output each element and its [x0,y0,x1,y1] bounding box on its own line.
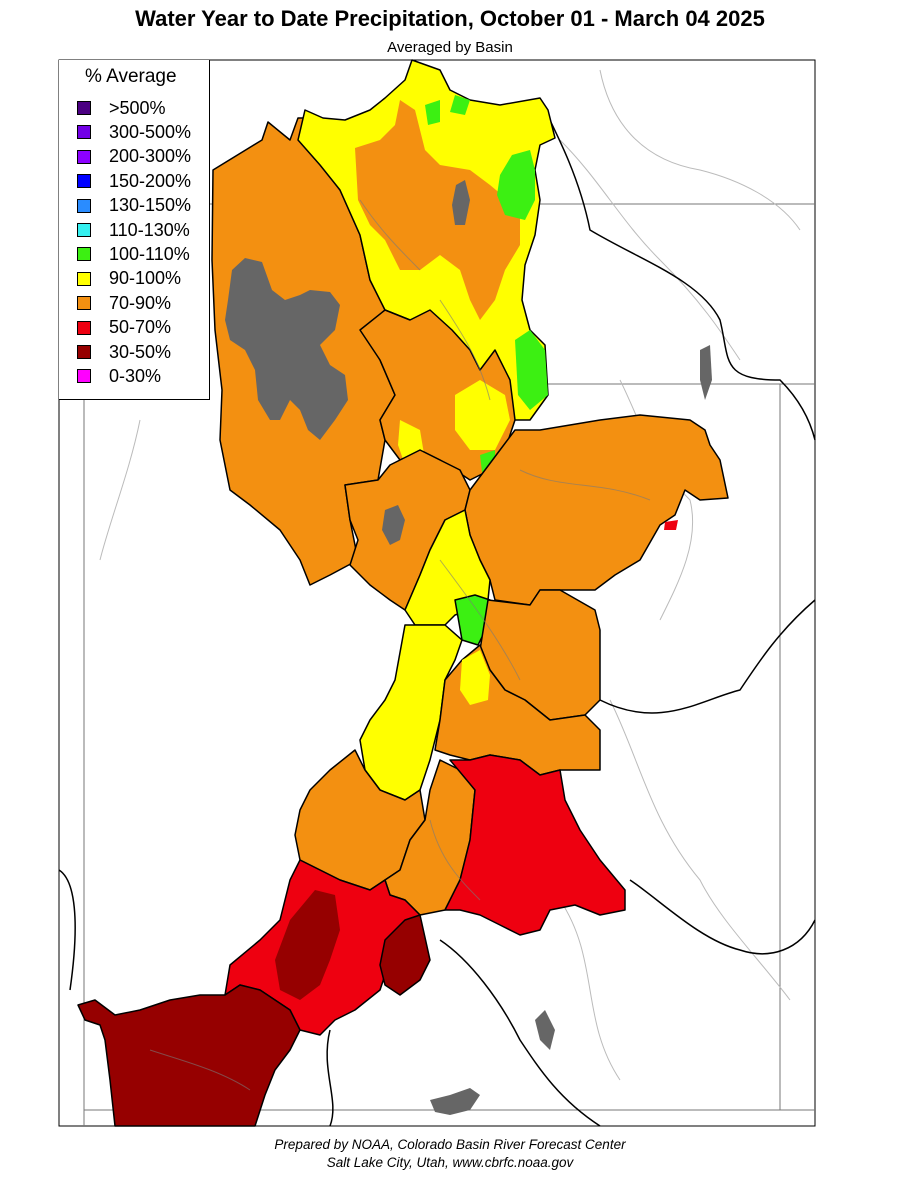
river-line [429,819,481,901]
legend-label: 130-150% [109,195,192,216]
legend-swatch [77,345,91,359]
legend-swatch [77,223,91,237]
basin-green-patch-east [515,330,548,410]
legend-label: 0-30% [109,365,162,386]
basin-green-patch-ne [497,150,535,220]
river-line [519,469,651,501]
legend-label: 90-100% [109,268,182,289]
river-line [609,699,791,1001]
credit-line-1: Prepared by NOAA, Colorado Basin River F… [274,1137,626,1152]
river-line [559,899,621,1081]
great-salt-lake [225,258,348,440]
basin-duchesne [464,414,729,606]
legend-item: 70-90% [77,293,171,313]
legend-swatch [77,101,91,115]
river-line [149,1049,251,1091]
lakes [225,180,712,1115]
map-title: Water Year to Date Precipitation, Octobe… [135,6,765,31]
lake-powell-arm [535,1010,555,1050]
boundary-line [629,879,816,955]
legend: % Average >500% 300-500% 200-300% 150-200% 1… [59,60,210,400]
basin-green-patch-nw [425,100,440,125]
legend-swatch [77,369,91,384]
legend-label: 300-500% [109,121,192,142]
legend-item: >500% [77,98,166,118]
river-line [439,559,521,681]
basin-weber-yellow [455,380,510,450]
basin-virgin-darkred-streak [275,890,340,1000]
river-line [359,199,421,271]
legend-swatch [77,149,91,164]
legend-swatch [77,320,91,335]
basin-upper-green-core [355,100,520,320]
boundary-line [539,99,816,441]
legend-item: 150-200% [77,171,191,191]
credit-line-2: Salt Lake City, Utah, www.cbrfc.noaa.gov [326,1155,574,1170]
legend-label: 150-200% [109,170,192,191]
legend-item: 200-300% [77,146,192,167]
basin-dirty-devil-red [444,754,626,936]
boundary-line [326,1029,334,1127]
legend-label: 100-110% [109,243,190,264]
legend-item: 90-100% [77,268,182,289]
legend-label: 70-90% [109,292,172,313]
legend-item: 50-70% [77,317,172,338]
bear-lake [452,180,470,225]
legend-label: 110-130% [109,219,190,240]
legend-swatch [77,296,91,311]
rivers-inside [149,199,651,1091]
legend-item: 30-50% [77,342,171,362]
utah-lake [382,505,405,545]
lake-powell [430,1088,480,1115]
basin-green-patch-n [450,95,470,115]
legend-swatch [77,174,91,189]
legend-item: 100-110% [77,244,190,264]
legend-swatch [77,198,91,213]
legend-label: 30-50% [109,341,172,362]
legend-item: 110-130% [77,220,190,240]
river-line [439,299,491,401]
legend-label: 50-70% [109,317,172,338]
basin-fremont-yellow [460,650,490,705]
legend-item: 0-30% [77,366,161,386]
basin-paria-darkred [379,914,431,996]
river-line [599,69,801,231]
basin-red-spot-east [664,520,678,530]
river-line [559,139,741,361]
flaming-gorge-arm [700,345,712,400]
boundary-line [599,599,816,714]
boundary-line [439,939,601,1127]
outer-basin-lines [58,99,816,1127]
basin-lower-virgin-darkred [77,984,301,1127]
legend-swatch [77,247,91,262]
legend-label: >500% [109,97,166,118]
legend-title: % Average [85,66,177,87]
legend-swatch [77,271,91,286]
legend-item: 300-500% [77,122,191,142]
map-subtitle: Averaged by Basin [387,39,513,56]
river-line [99,419,141,561]
boundary-line [58,869,76,991]
legend-label: 200-300% [109,146,192,167]
legend-swatch [77,125,91,140]
legend-item: 130-150% [77,195,192,216]
